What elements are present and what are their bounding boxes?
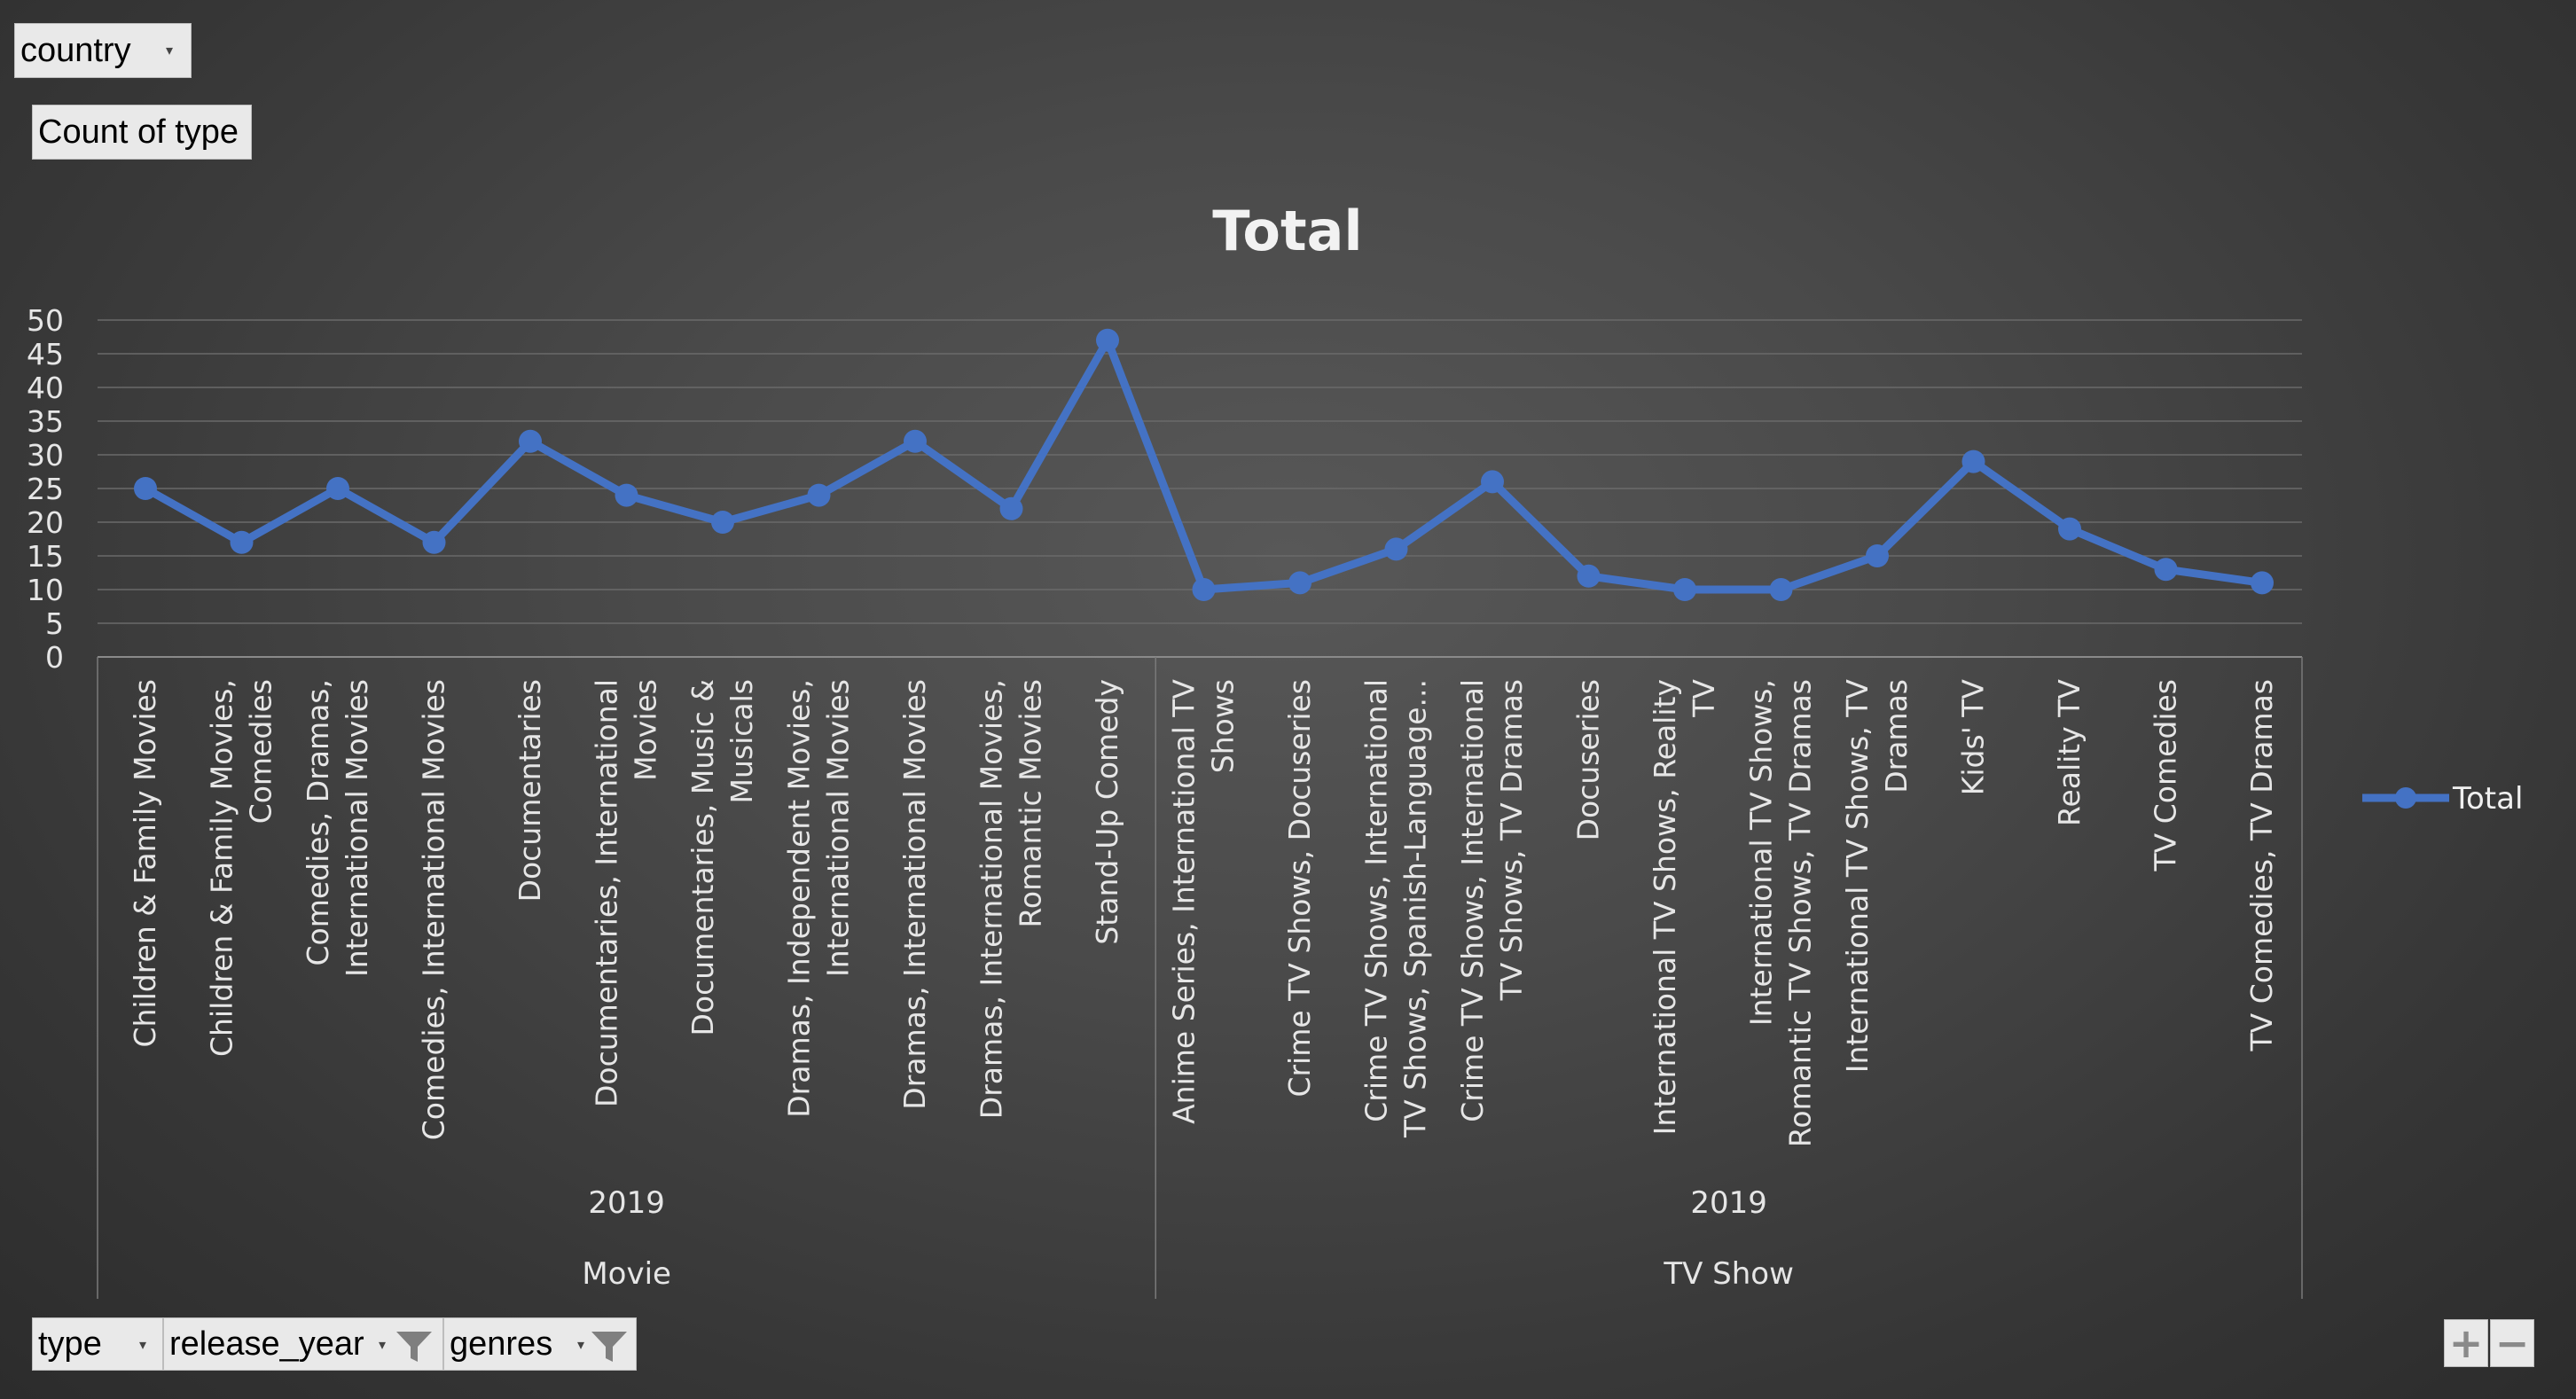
data-point [1288,571,1311,595]
row-field-release-year-label: release_year [169,1325,364,1363]
x-tick-label: International TV Shows, Reality TV [1648,679,1721,1136]
x-tick-label: Reality TV [2052,679,2087,826]
data-point [1961,449,1985,473]
data-point [1673,578,1696,601]
group-year-label: 2019 [1690,1185,1767,1221]
x-tick-label: TV Comedies [2149,679,2183,872]
group-year-label: 2019 [588,1185,665,1221]
x-tick-label: Documentaries, Music & Musicals [685,679,759,1036]
chevron-down-icon: ▾ [576,1338,584,1353]
data-point [519,429,542,453]
y-tick-label: 10 [27,573,64,607]
plus-icon: + [2448,1319,2484,1367]
x-tick-label: Kids' TV [1956,679,1991,796]
x-tick-label: Children & Family Movies [128,679,162,1048]
data-point [615,483,638,507]
y-tick-label: 20 [27,505,64,540]
legend: Total [2362,781,2523,817]
zoom-in-button[interactable]: + [2444,1319,2488,1367]
y-tick-label: 15 [27,539,64,574]
x-tick-label: Anime Series, International TV Shows [1167,679,1241,1124]
data-point [999,496,1023,520]
x-axis: Children & Family Movies Children & Famil… [97,657,2303,1299]
data-point [326,477,349,500]
y-tick-label: 45 [27,337,64,371]
row-field-release-year-button[interactable]: release_year ▾ [163,1317,443,1371]
x-tick-label: Comedies, Dramas, International Movies [301,679,374,977]
values-field-label: Count of type [38,113,239,151]
data-point [1096,328,1119,352]
report-filter-label: country [20,31,131,69]
data-point [1577,564,1601,588]
x-tick-label: International TV Shows, TV Dramas [1840,679,1914,1074]
series-line [141,336,2267,594]
data-point [2154,558,2178,582]
x-tick-label: Crime TV Shows, Docuseries [1282,679,1317,1098]
row-field-type-button[interactable]: type ▾ [32,1317,163,1371]
y-tick-label: 35 [27,404,64,439]
data-point [904,429,927,453]
data-point [807,483,831,507]
filter-funnel-icon [591,1332,627,1362]
gridlines [98,319,2302,658]
row-field-genres-button[interactable]: genres ▾ [443,1317,637,1371]
data-point [2058,517,2081,541]
x-tick-label: Comedies, International Movies [417,679,451,1140]
data-point [1192,578,1216,601]
x-tick-label: Dramas, International Movies [897,679,932,1110]
x-tick-label: Docuseries [1571,679,1606,840]
x-tick-label: TV Comedies, TV Dramas [2244,679,2279,1051]
series-total [134,328,2274,601]
x-tick-label: International TV Shows, Romantic TV Shows… [1744,679,1818,1147]
group-type-label: Movie [582,1256,671,1292]
data-point [1769,578,1793,601]
minus-icon: − [2494,1319,2530,1367]
values-field-button[interactable]: Count of type [32,105,252,160]
filter-funnel-icon [396,1332,432,1362]
chevron-down-icon: ▾ [378,1338,386,1353]
chart-title: Total [1212,199,1362,263]
legend-marker [2395,787,2416,809]
data-point [134,477,157,500]
zoom-out-button[interactable]: − [2490,1319,2534,1367]
group-type-label: TV Show [1663,1256,1794,1292]
chevron-down-icon: ▾ [165,43,173,59]
x-tick-label: Documentaries, International Movies [590,679,663,1107]
data-point [1384,537,1408,561]
y-tick-label: 40 [27,371,64,405]
data-point [1866,544,1889,567]
legend-label-total: Total [2452,781,2523,817]
x-tick-label: Children & Family Movies, Comedies [205,679,278,1057]
x-tick-label: Dramas, International Movies, Romantic Mo… [975,679,1048,1119]
data-point [422,530,446,554]
x-tick-label: Crime TV Shows, International TV Shows, S… [1359,679,1433,1138]
data-point [230,530,254,554]
x-tick-label: Documentaries [513,679,547,902]
y-tick-label: 5 [45,606,64,641]
y-tick-label: 50 [27,303,64,338]
data-point [711,511,734,534]
data-point [2251,571,2274,595]
row-field-type-label: type [38,1325,102,1363]
y-tick-label: 0 [45,640,64,675]
x-tick-label: Crime TV Shows, International TV Shows, T… [1455,679,1529,1122]
chevron-down-icon: ▾ [138,1338,146,1353]
x-tick-label: Dramas, Independent Movies, International… [782,679,856,1118]
data-point [1481,470,1504,494]
y-tick-label: 30 [27,438,64,473]
report-filter-country-button[interactable]: country ▾ [14,23,192,78]
y-tick-label: 25 [27,472,64,506]
row-field-genres-label: genres [450,1325,553,1363]
x-tick-label: Stand-Up Comedy [1090,679,1124,945]
